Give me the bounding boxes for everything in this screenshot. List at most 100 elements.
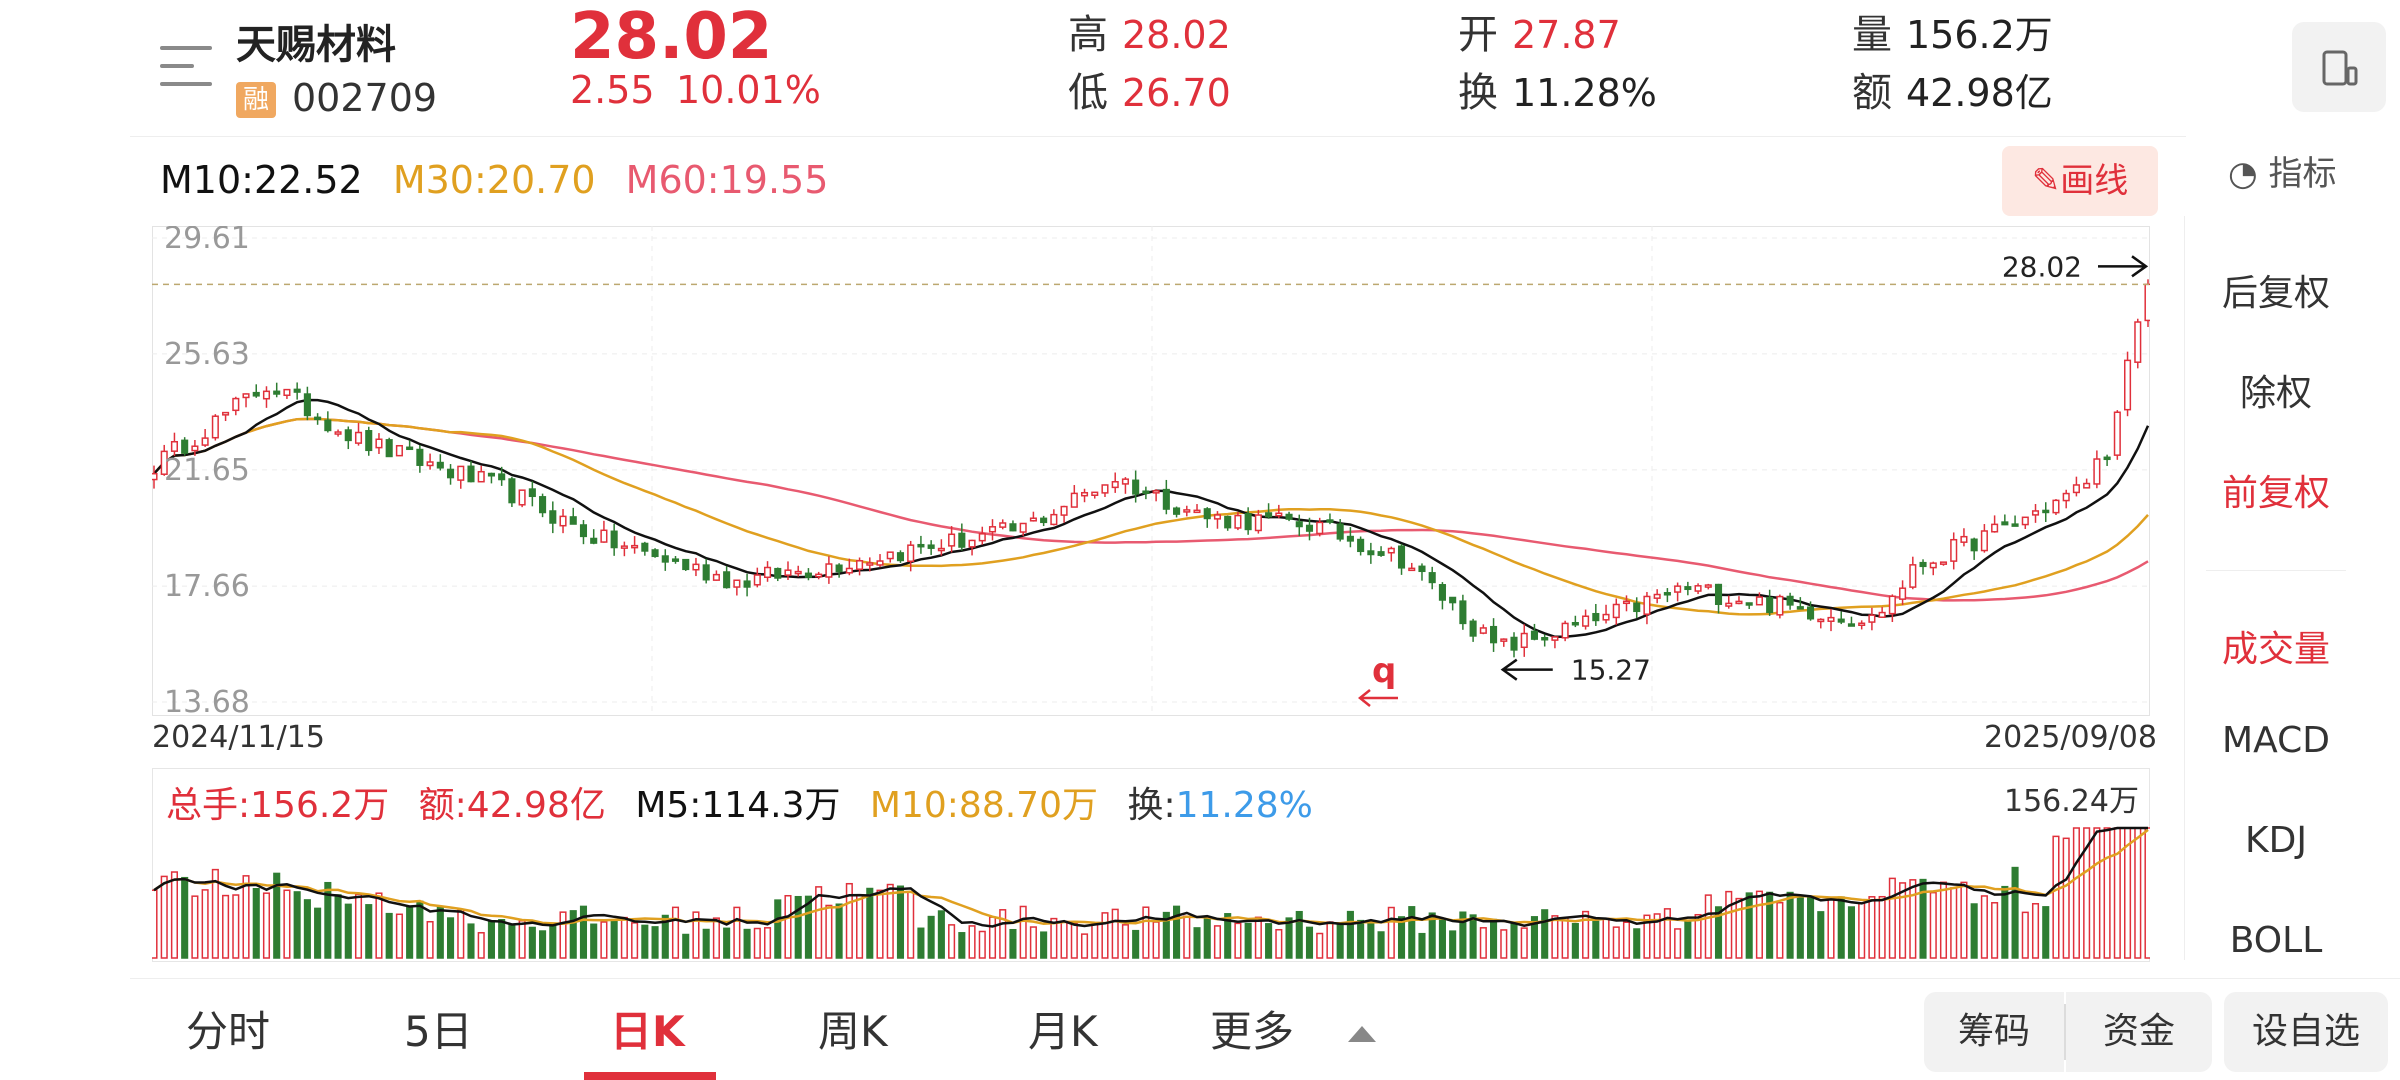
- candle: [1490, 625, 1498, 644]
- volume-bar: [743, 928, 751, 959]
- volume-bar: [2062, 837, 2070, 959]
- chips-button[interactable]: 筹码: [1924, 992, 2064, 1072]
- volume-bar: [1653, 913, 1661, 959]
- candle: [1173, 507, 1181, 515]
- event-marker[interactable]: q: [1372, 651, 1396, 691]
- volume-bar: [1633, 928, 1641, 959]
- tab-item[interactable]: 分时: [186, 1007, 271, 1056]
- volume-bar: [1397, 916, 1406, 959]
- candle: [518, 489, 526, 506]
- candle: [528, 488, 536, 498]
- volume-bar: [692, 911, 700, 959]
- volume-bar: [211, 868, 219, 959]
- volume-bar: [1776, 901, 1784, 959]
- chips-label: 筹码: [1957, 1011, 2030, 1052]
- funds-button[interactable]: 资金: [2066, 992, 2212, 1072]
- volume-bar: [334, 894, 342, 959]
- quote-value: 11.28%: [1512, 71, 1657, 115]
- candle: [856, 560, 864, 570]
- quote-value: 156.2万: [1906, 13, 2053, 57]
- candle: [2124, 359, 2132, 411]
- candle: [2052, 499, 2060, 514]
- tab-item[interactable]: 更多: [1210, 1007, 1295, 1056]
- volume-bar: [1050, 917, 1058, 959]
- candle: [1152, 490, 1160, 494]
- tab-item[interactable]: 5日: [404, 1007, 473, 1056]
- tab-item[interactable]: 周K: [818, 1007, 888, 1056]
- candle: [406, 446, 414, 451]
- candle: [334, 431, 342, 435]
- candle: [1520, 632, 1528, 649]
- volume-bar: [2134, 827, 2142, 959]
- candle: [1295, 521, 1303, 528]
- indicator-button[interactable]: ◔ 指标: [2228, 146, 2336, 195]
- candle: [1438, 584, 1446, 601]
- candle: [1132, 479, 1140, 495]
- volume-bar: [876, 889, 884, 959]
- candle: [2103, 456, 2111, 461]
- volume-bar: [252, 887, 260, 959]
- candle: [498, 473, 506, 481]
- side-item[interactable]: 成交量: [2221, 629, 2330, 670]
- arrow-left-icon: [1500, 658, 1553, 681]
- candle: [181, 439, 189, 454]
- candle: [201, 437, 209, 446]
- candle: [1766, 596, 1774, 614]
- volume-bar: [181, 876, 189, 959]
- price-change: 2.55: [570, 68, 655, 112]
- candle: [1193, 509, 1201, 514]
- volume-bar: [2011, 866, 2019, 959]
- candlestick-chart[interactable]: 29.61 25.63 21.65 17.66 13.68 28.02 15.27 q: [152, 226, 2150, 716]
- volume-bar: [1479, 927, 1487, 959]
- side-item[interactable]: BOLL: [2229, 920, 2323, 954]
- volume-bar: [1459, 911, 1467, 959]
- candle: [1459, 600, 1467, 625]
- quote-label: 开: [1458, 12, 1498, 58]
- side-item[interactable]: 后复权: [2221, 273, 2330, 314]
- candle: [2062, 492, 2070, 502]
- candle: [1428, 572, 1436, 584]
- volume-bar: [1582, 910, 1590, 959]
- volume-bar: [1449, 930, 1457, 959]
- candle: [1643, 595, 1651, 615]
- device-toggle-button[interactable]: [2292, 22, 2386, 112]
- candle: [232, 397, 240, 412]
- volume-bar: [2083, 827, 2091, 959]
- tab-item[interactable]: 月K: [1028, 1007, 1098, 1056]
- volume-bar: [1704, 894, 1712, 959]
- add-watchlist-button[interactable]: 设自选: [2224, 992, 2388, 1072]
- quote-item: 开 27.87: [1458, 2, 1621, 60]
- volume-bar: [1878, 895, 1886, 959]
- side-item[interactable]: MACD: [2222, 720, 2330, 761]
- volume-bar: [1929, 891, 1937, 959]
- candle: [1561, 622, 1569, 639]
- candle: [2001, 521, 2009, 526]
- candle: [1653, 593, 1661, 599]
- volume-bar: [2021, 911, 2029, 959]
- volume-bar: [222, 894, 230, 959]
- volume-bar: [1714, 906, 1723, 959]
- menu-icon[interactable]: [160, 42, 212, 90]
- indicator-label: 指标: [2268, 154, 2337, 194]
- candle: [2011, 523, 2019, 527]
- candle: [344, 429, 352, 442]
- candle: [170, 440, 178, 452]
- side-item[interactable]: 除权: [2239, 373, 2312, 414]
- margin-badge: 融: [236, 82, 276, 118]
- side-item[interactable]: 前复权: [2221, 473, 2330, 514]
- draw-line-button[interactable]: ✎画线: [2002, 146, 2158, 216]
- volume-bar: [948, 924, 956, 959]
- side-item[interactable]: KDJ: [2245, 820, 2307, 861]
- volume-chart[interactable]: [152, 768, 2150, 962]
- tab-item[interactable]: 日K: [610, 1007, 685, 1056]
- candle: [1265, 512, 1273, 518]
- candle: [1551, 636, 1559, 641]
- quote-item: 换 11.28%: [1458, 60, 1657, 118]
- volume-bar: [477, 932, 485, 959]
- volume-bar: [1663, 908, 1671, 959]
- triangle-up-icon[interactable]: [1346, 1024, 1378, 1044]
- candle: [1050, 513, 1058, 526]
- candle: [1367, 550, 1375, 556]
- volume-bar: [917, 927, 925, 959]
- candle: [1080, 491, 1089, 497]
